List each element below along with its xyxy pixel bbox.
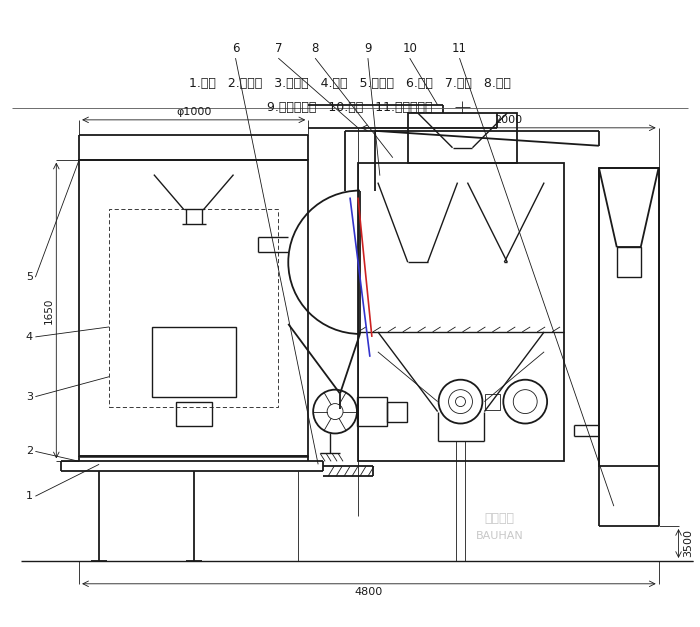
Text: φ1000: φ1000: [176, 107, 211, 117]
Bar: [485, 394, 500, 409]
Text: 4: 4: [26, 332, 33, 342]
Text: 1650: 1650: [43, 297, 53, 324]
Bar: [357, 397, 387, 426]
Text: 2: 2: [26, 446, 33, 456]
Text: 宝汉机械: 宝汉机械: [484, 512, 514, 525]
Text: 11: 11: [452, 41, 467, 55]
Bar: [599, 167, 659, 466]
Text: 3: 3: [26, 392, 33, 402]
Text: 9: 9: [364, 41, 372, 55]
Text: BAUHAN: BAUHAN: [475, 531, 523, 541]
Text: 6: 6: [232, 41, 239, 55]
Text: 1.底座   2.回风道   3.激振器   4.筛网   5.进料斗   6.风机   7.绞龙   8.料仓: 1.底座 2.回风道 3.激振器 4.筛网 5.进料斗 6.风机 7.绞龙 8.…: [189, 76, 511, 90]
Text: 3500: 3500: [683, 529, 694, 557]
Bar: [152, 327, 235, 397]
Text: 10: 10: [402, 41, 417, 55]
Text: 1: 1: [26, 491, 33, 501]
Text: 7: 7: [274, 41, 282, 55]
Bar: [407, 113, 517, 162]
Bar: [109, 209, 279, 406]
Bar: [617, 247, 641, 277]
Text: 9.旋风分离器   10.支架   11.布袋除尘器: 9.旋风分离器 10.支架 11.布袋除尘器: [267, 102, 433, 114]
Bar: [358, 162, 564, 461]
Text: 2000: 2000: [494, 115, 522, 125]
Text: 5: 5: [26, 272, 33, 282]
Bar: [387, 402, 407, 421]
Bar: [176, 402, 211, 426]
Text: 8: 8: [312, 41, 318, 55]
Bar: [79, 160, 308, 456]
Text: 4800: 4800: [355, 587, 383, 597]
